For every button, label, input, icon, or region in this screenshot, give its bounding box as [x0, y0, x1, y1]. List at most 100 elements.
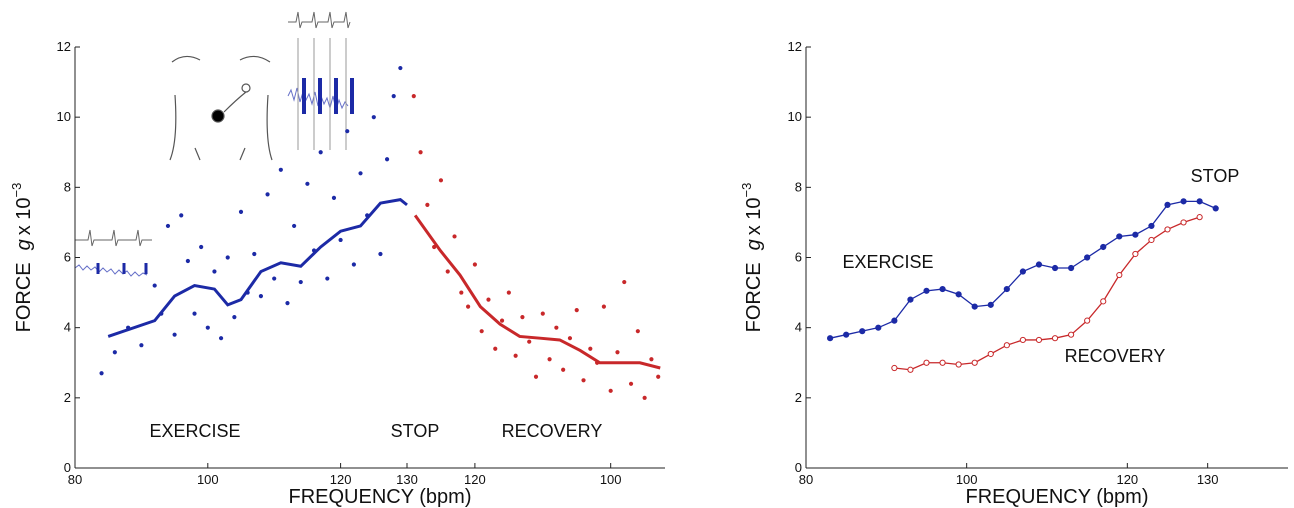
data-point — [205, 325, 210, 330]
data-point — [272, 276, 277, 281]
data-point — [581, 378, 586, 383]
x-tick-label: 120 — [464, 472, 486, 487]
data-point — [305, 181, 310, 186]
data-point — [527, 339, 532, 344]
data-point — [238, 209, 244, 214]
y-tick-label: 4 — [795, 320, 802, 335]
data-point — [1212, 205, 1219, 212]
y-tick-label: 10 — [788, 109, 802, 124]
data-point — [1132, 250, 1139, 258]
series-label: RECOVERY — [1065, 346, 1166, 366]
data-point — [418, 150, 423, 155]
data-point — [513, 353, 518, 358]
ecg-inset — [287, 11, 354, 150]
data-point — [265, 192, 270, 197]
series-label: RECOVERY — [502, 421, 603, 441]
data-point — [99, 371, 104, 376]
data-point — [547, 357, 552, 362]
x-tick-label: 100 — [197, 472, 219, 487]
data-point — [452, 234, 457, 239]
data-point — [425, 202, 430, 207]
data-point — [1003, 342, 1010, 349]
data-point — [398, 65, 403, 71]
data-point — [506, 290, 511, 295]
data-point — [1035, 336, 1043, 344]
data-point — [438, 178, 444, 183]
data-point — [1100, 298, 1107, 305]
x-tick-label: 130 — [1197, 472, 1219, 487]
data-point — [411, 94, 416, 99]
data-point — [258, 293, 264, 299]
chest-diagram — [169, 55, 273, 161]
data-point — [179, 213, 184, 218]
y-tick-label: 0 — [795, 460, 802, 475]
data-point — [232, 315, 237, 320]
data-point — [459, 290, 464, 295]
y-label-var: g — [13, 239, 35, 250]
data-point — [1148, 236, 1155, 244]
data-point — [152, 283, 157, 288]
data-point — [278, 167, 283, 172]
data-point — [371, 115, 376, 120]
annotation: STOP — [1191, 166, 1240, 186]
data-point — [907, 296, 914, 303]
data-point — [601, 304, 606, 309]
data-point — [1035, 261, 1043, 268]
x-tick-label: 100 — [600, 472, 622, 487]
data-point — [891, 364, 898, 372]
y-label-mult: x 10 — [743, 197, 765, 235]
data-point — [656, 374, 661, 379]
data-point — [891, 317, 898, 324]
data-point — [939, 359, 946, 366]
y-tick-label: 12 — [57, 39, 71, 54]
data-point — [608, 388, 613, 393]
data-point — [1116, 233, 1123, 240]
data-point — [486, 297, 491, 302]
data-point — [827, 335, 834, 342]
data-point — [384, 157, 390, 162]
data-point — [199, 244, 204, 250]
y-axis-label: FORCE g x 10−3 — [9, 183, 35, 333]
y-label-prefix: FORCE — [743, 262, 765, 332]
data-point — [391, 94, 396, 99]
data-point — [192, 311, 197, 316]
data-point — [622, 279, 627, 285]
data-point — [338, 237, 343, 243]
data-point — [574, 308, 579, 313]
data-point — [875, 324, 882, 331]
data-point — [859, 328, 866, 335]
data-point — [185, 258, 190, 264]
data-point — [345, 129, 350, 134]
data-point — [472, 262, 477, 267]
y-label-exp: −3 — [9, 183, 24, 198]
data-point — [466, 304, 471, 309]
data-point — [1164, 201, 1171, 208]
data-point — [499, 318, 505, 323]
x-axis-label: FREQUENCY (bpm) — [966, 486, 1149, 508]
trend-line — [107, 198, 408, 338]
x-tick-label: 80 — [799, 472, 813, 487]
data-point — [1068, 331, 1075, 338]
data-point — [298, 279, 303, 285]
data-point — [520, 315, 525, 320]
data-point — [218, 336, 224, 341]
series-label: EXERCISE — [842, 252, 933, 272]
data-point — [955, 291, 962, 298]
data-point — [642, 395, 647, 400]
data-point — [1019, 336, 1027, 344]
trend-line — [413, 214, 661, 370]
data-point — [318, 150, 323, 155]
data-point — [252, 251, 257, 257]
data-point — [649, 357, 654, 362]
data-point — [285, 301, 290, 306]
data-point — [1003, 285, 1010, 293]
data-point — [1019, 268, 1027, 275]
data-point — [567, 336, 573, 341]
data-point — [628, 381, 634, 386]
data-point — [1196, 214, 1203, 221]
y-tick-label: 2 — [64, 390, 71, 405]
x-axis-label: FREQUENCY (bpm) — [289, 486, 472, 508]
data-point — [615, 350, 620, 355]
